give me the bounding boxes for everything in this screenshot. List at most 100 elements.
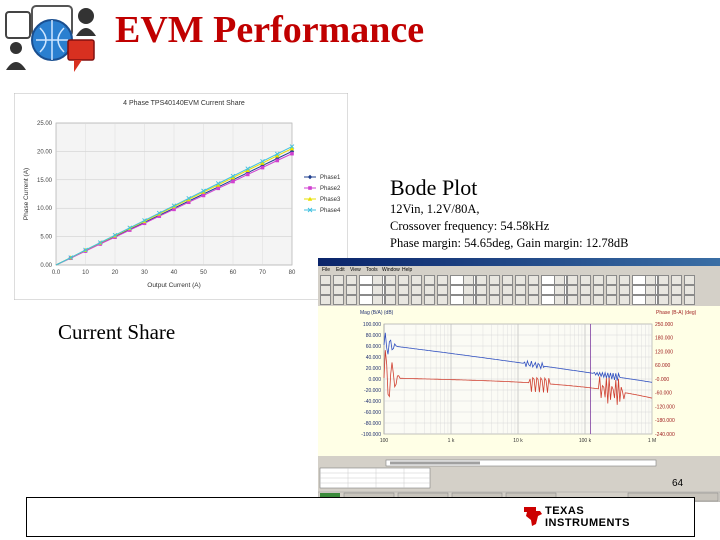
menu-tools[interactable]: Tools: [366, 267, 378, 273]
toolbar-button[interactable]: [320, 295, 331, 305]
menu-view[interactable]: View: [350, 267, 361, 273]
toolbar-button[interactable]: [385, 285, 396, 295]
toolbar-button[interactable]: [385, 295, 396, 305]
toolbar-button[interactable]: [593, 285, 604, 295]
toolbar-button[interactable]: [606, 295, 617, 305]
toolbar-button[interactable]: [554, 285, 565, 295]
toolbar-button[interactable]: [671, 285, 682, 295]
toolbar-button[interactable]: [567, 295, 578, 305]
toolbar-button[interactable]: [398, 295, 409, 305]
data-point: [127, 225, 133, 231]
x-tick-label: 10: [82, 270, 89, 276]
toolbar-button[interactable]: [567, 285, 578, 295]
toolbar-button[interactable]: [476, 275, 487, 285]
toolbar-button[interactable]: [593, 275, 604, 285]
toolbar-button[interactable]: [580, 295, 591, 305]
menu-window[interactable]: Window: [382, 267, 400, 273]
menu-file[interactable]: File: [322, 267, 331, 273]
toolbar-button[interactable]: [671, 295, 682, 305]
y-axis-label: Phase Current (A): [23, 168, 30, 220]
data-point: [290, 151, 294, 156]
toolbar-button[interactable]: [645, 285, 656, 295]
toolbar-button[interactable]: [398, 275, 409, 285]
y-tick-label: 10.00: [37, 206, 53, 212]
texas-instruments-logo-icon: [524, 507, 542, 526]
toolbar-button[interactable]: [606, 285, 617, 295]
toolbar-button[interactable]: [476, 285, 487, 295]
legend-entry: Phase2: [320, 186, 341, 192]
toolbar-button[interactable]: [619, 295, 630, 305]
toolbar-button[interactable]: [580, 285, 591, 295]
toolbar-button[interactable]: [476, 295, 487, 305]
bode-plot-chart: Mag (B/A) (dB) Phase (B-A) (deg) 100.000 80…: [318, 306, 720, 456]
toolbar-button[interactable]: [424, 295, 435, 305]
menu-edit[interactable]: Edit: [336, 267, 345, 273]
right-tick-label: -180.000: [655, 418, 675, 424]
toolbar-button[interactable]: [411, 295, 422, 305]
toolbar-button[interactable]: [684, 295, 695, 305]
toolbar-button[interactable]: [684, 285, 695, 295]
toolbar-button[interactable]: [333, 275, 344, 285]
toolbar-button[interactable]: [333, 295, 344, 305]
toolbar-button[interactable]: [411, 275, 422, 285]
toolbar-button[interactable]: [398, 285, 409, 295]
toolbar-button[interactable]: [658, 285, 669, 295]
data-point: [112, 232, 118, 238]
menu-help[interactable]: Help: [402, 267, 413, 273]
toolbar-button[interactable]: [463, 295, 474, 305]
x-tick-label: 80: [289, 270, 296, 276]
toolbar-button[interactable]: [658, 295, 669, 305]
toolbar-button[interactable]: [580, 275, 591, 285]
toolbar-button[interactable]: [554, 275, 565, 285]
toolbar-button[interactable]: [320, 285, 331, 295]
toolbar-button[interactable]: [463, 285, 474, 295]
toolbar-button[interactable]: [502, 285, 513, 295]
toolbar-button[interactable]: [671, 275, 682, 285]
toolbar-button[interactable]: [333, 285, 344, 295]
right-tick-label: 250.000: [655, 322, 673, 328]
toolbar-button[interactable]: [515, 285, 526, 295]
toolbar-button[interactable]: [346, 275, 357, 285]
toolbar-button[interactable]: [489, 275, 500, 285]
toolbar-button[interactable]: [372, 295, 383, 305]
toolbar-button[interactable]: [424, 285, 435, 295]
toolbar-button[interactable]: [567, 275, 578, 285]
toolbar-button[interactable]: [619, 275, 630, 285]
toolbar-button[interactable]: [346, 285, 357, 295]
toolbar-button[interactable]: [437, 285, 448, 295]
toolbar-button[interactable]: [658, 275, 669, 285]
y-tick-label: 5.00: [40, 235, 52, 241]
left-axis-title: Mag (B/A) (dB): [360, 310, 394, 316]
toolbar-button[interactable]: [554, 295, 565, 305]
toolbar-button[interactable]: [515, 295, 526, 305]
toolbar-button[interactable]: [593, 295, 604, 305]
data-point: [186, 196, 191, 202]
toolbar-button[interactable]: [437, 275, 448, 285]
toolbar-button[interactable]: [645, 275, 656, 285]
toolbar-button[interactable]: [684, 275, 695, 285]
data-point: [260, 160, 265, 165]
toolbar-button[interactable]: [385, 275, 396, 285]
toolbar-button[interactable]: [424, 275, 435, 285]
toolbar-button[interactable]: [489, 285, 500, 295]
toolbar-button[interactable]: [489, 295, 500, 305]
toolbar-button[interactable]: [528, 295, 539, 305]
toolbar-button[interactable]: [606, 275, 617, 285]
toolbar-button[interactable]: [437, 295, 448, 305]
left-tick-label: 0.000: [368, 377, 381, 383]
phase-curve: [383, 350, 653, 405]
toolbar-button[interactable]: [346, 295, 357, 305]
toolbar-button[interactable]: [619, 285, 630, 295]
toolbar-button[interactable]: [320, 275, 331, 285]
toolbar-button[interactable]: [463, 275, 474, 285]
toolbar-button[interactable]: [528, 285, 539, 295]
toolbar-button[interactable]: [645, 295, 656, 305]
toolbar-button[interactable]: [372, 275, 383, 285]
toolbar-button[interactable]: [502, 295, 513, 305]
toolbar-button[interactable]: [372, 285, 383, 295]
toolbar-button[interactable]: [528, 275, 539, 285]
toolbar-button[interactable]: [515, 275, 526, 285]
left-tick-label: -100.000: [361, 432, 381, 438]
toolbar-button[interactable]: [502, 275, 513, 285]
toolbar-button[interactable]: [411, 285, 422, 295]
